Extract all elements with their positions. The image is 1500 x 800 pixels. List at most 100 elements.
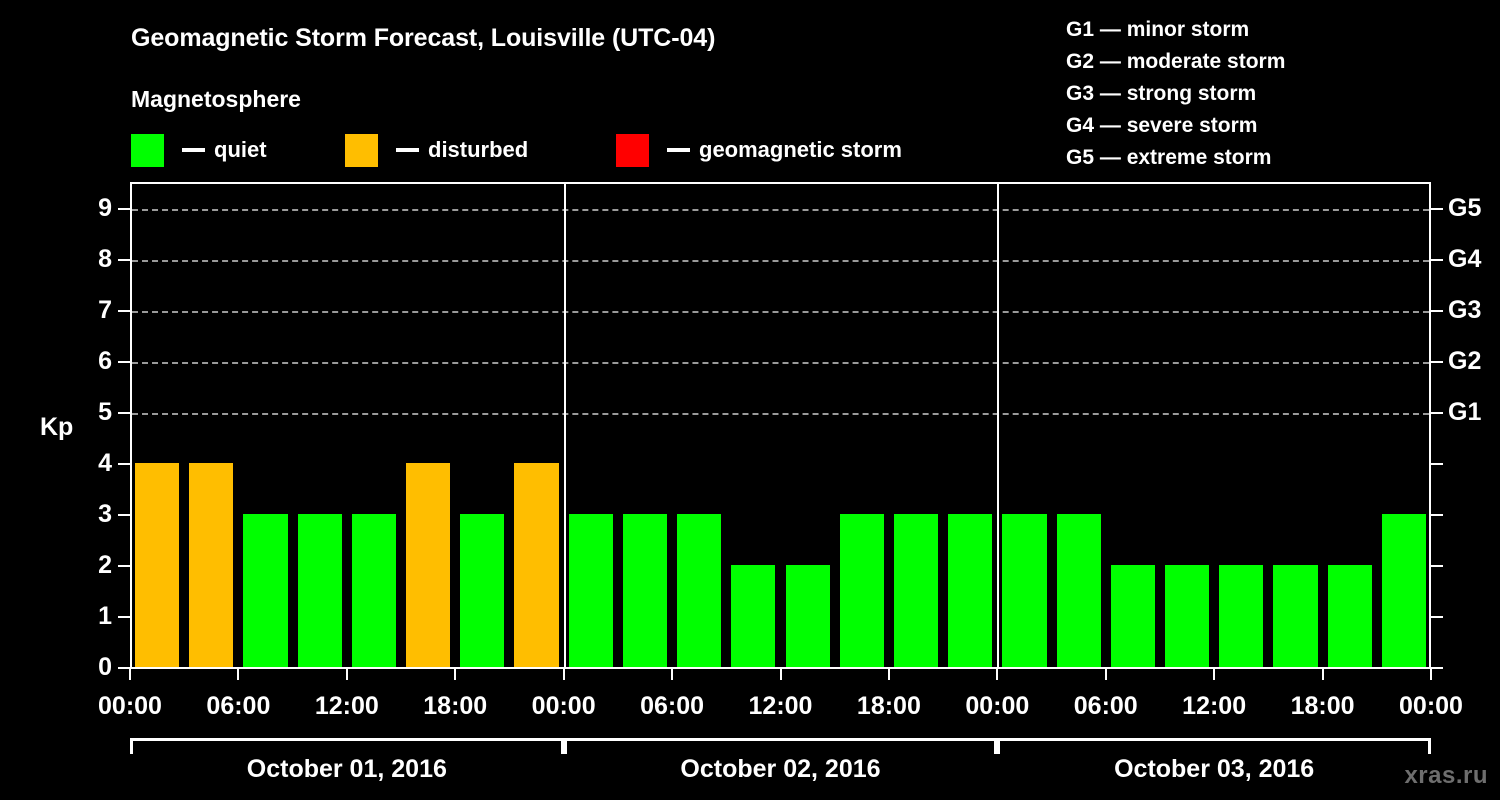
bar-4 [351, 514, 397, 667]
g-scale-row-g4: G4 — severe storm [1066, 110, 1486, 142]
g-separator: — [1094, 114, 1127, 137]
bar-12 [785, 565, 830, 667]
y-axis-label-0: 0 [98, 653, 112, 681]
bar-22 [1327, 565, 1372, 667]
gridline-kp-6 [132, 362, 1429, 365]
x-tick-7 [887, 669, 890, 680]
y-tick-left-7 [118, 310, 130, 313]
disturbed-legend: disturbed [345, 133, 529, 167]
disturbed-legend-swatch [345, 133, 378, 167]
g-axis-label-g3: G3 [1448, 296, 1482, 325]
x-axis-label-4: 00:00 [531, 692, 596, 720]
y-tick-right-4 [1431, 463, 1443, 466]
x-tick-5 [671, 669, 674, 680]
gridline-kp-7 [132, 311, 1429, 314]
g-axis-label-g4: G4 [1448, 245, 1482, 274]
g-separator: — [1094, 50, 1127, 73]
gridline-kp-5 [132, 413, 1429, 416]
bar-5 [406, 463, 451, 667]
y-tick-left-2 [118, 565, 130, 568]
disturbed-legend-text: disturbed [428, 137, 529, 162]
storm-legend-dash [667, 148, 690, 152]
x-axis-label-2: 12:00 [314, 692, 379, 720]
date-label-1: October 01, 2016 [246, 755, 447, 783]
watermark: xras.ru [1404, 762, 1488, 789]
x-tick-11 [1321, 669, 1324, 680]
quiet-legend-swatch [131, 133, 164, 167]
g-desc-g2: moderate storm [1126, 50, 1286, 73]
date-label-3: October 03, 2016 [1114, 755, 1315, 783]
bar-16 [1002, 514, 1047, 667]
y-tick-left-0 [118, 667, 130, 669]
gridline-kp-9 [132, 209, 1429, 212]
g-separator: — [1094, 18, 1127, 41]
date-label-2: October 02, 2016 [680, 755, 881, 783]
x-tick-12 [1430, 669, 1432, 680]
x-axis-label-8: 00:00 [965, 692, 1030, 720]
quiet-legend: quiet [131, 133, 267, 167]
g-code-g1: G1 [1066, 18, 1095, 41]
quiet-legend-dash [182, 148, 205, 152]
bar-20 [1219, 565, 1264, 667]
g-scale-row-g5: G5 — extreme storm [1066, 142, 1486, 174]
y-tick-left-4 [118, 463, 130, 466]
bar-18 [1110, 565, 1155, 667]
x-axis-label-5: 06:00 [640, 692, 705, 720]
storm-legend-swatch [616, 133, 649, 167]
y-tick-left-1 [118, 616, 130, 619]
y-tick-right-1 [1431, 616, 1443, 619]
day-separator-1 [563, 184, 566, 667]
g-code-g3: G3 [1066, 82, 1095, 105]
bar-3 [297, 514, 342, 667]
gridline-kp-8 [132, 260, 1429, 263]
y-tick-left-5 [118, 412, 130, 415]
y-tick-right-9 [1431, 208, 1443, 211]
y-tick-right-2 [1431, 565, 1443, 568]
y-axis-label-1: 1 [98, 602, 112, 631]
y-tick-left-6 [118, 361, 130, 364]
bar-10 [677, 514, 722, 667]
x-tick-9 [1104, 669, 1107, 680]
y-tick-left-9 [118, 208, 130, 211]
date-bracket-1 [130, 738, 564, 754]
g-axis-label-g5: G5 [1448, 194, 1482, 223]
y-axis-label-3: 3 [98, 500, 112, 529]
y-axis-title: Kp [40, 413, 74, 441]
bar-13 [839, 514, 884, 667]
y-tick-left-8 [118, 259, 130, 262]
bar-23 [1381, 514, 1426, 667]
bar-0 [135, 463, 180, 667]
y-axis-label-4: 4 [98, 449, 112, 478]
bar-9 [622, 514, 668, 667]
y-tick-right-7 [1431, 310, 1443, 313]
date-bracket-2 [563, 738, 998, 754]
y-tick-left-3 [118, 514, 130, 517]
bar-1 [189, 463, 234, 667]
bar-2 [243, 514, 288, 667]
bar-8 [568, 514, 613, 667]
day-separator-2 [997, 184, 1000, 667]
y-tick-right-5 [1431, 412, 1443, 415]
x-axis-label-6: 12:00 [748, 692, 813, 720]
x-tick-3 [454, 669, 457, 680]
disturbed-legend-dash [396, 148, 419, 152]
x-axis-label-10: 12:00 [1182, 692, 1247, 720]
y-axis-label-9: 9 [98, 194, 112, 223]
g-axis-label-g1: G1 [1448, 398, 1482, 427]
g-scale-row-g1: G1 — minor storm [1066, 14, 1486, 46]
x-axis-label-9: 06:00 [1073, 692, 1138, 720]
y-tick-right-8 [1431, 259, 1443, 262]
g-scale-row-g2: G2 — moderate storm [1066, 46, 1486, 78]
g-code-g4: G4 [1066, 114, 1095, 137]
x-axis-label-1: 06:00 [206, 692, 271, 720]
y-axis-label-2: 2 [98, 551, 112, 580]
y-tick-right-0 [1431, 667, 1443, 669]
x-tick-0 [129, 669, 131, 680]
x-axis-label-7: 18:00 [856, 692, 921, 720]
g-separator: — [1094, 82, 1127, 105]
page-title: Geomagnetic Storm Forecast, Louisville (… [131, 24, 716, 52]
quiet-legend-text: quiet [214, 137, 267, 162]
x-tick-8 [996, 669, 999, 680]
g-code-g5: G5 [1066, 146, 1095, 169]
x-tick-2 [345, 669, 348, 680]
